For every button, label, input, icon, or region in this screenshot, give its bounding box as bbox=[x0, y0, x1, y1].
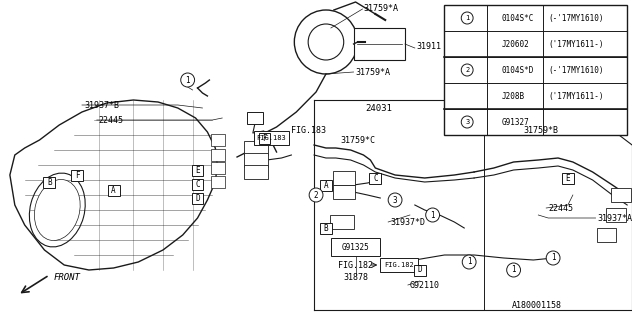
Text: 31937*B: 31937*B bbox=[84, 100, 119, 109]
Text: 31759*A: 31759*A bbox=[364, 4, 399, 12]
Text: G92110: G92110 bbox=[410, 281, 440, 290]
Text: 0104S*C: 0104S*C bbox=[502, 13, 534, 22]
Circle shape bbox=[461, 116, 473, 128]
Text: D: D bbox=[195, 194, 200, 203]
FancyBboxPatch shape bbox=[333, 185, 355, 199]
Text: 22445: 22445 bbox=[99, 116, 124, 124]
Polygon shape bbox=[10, 100, 218, 270]
FancyBboxPatch shape bbox=[331, 238, 380, 256]
Text: D: D bbox=[417, 266, 422, 275]
Text: 31759*B: 31759*B bbox=[524, 125, 559, 134]
Text: A: A bbox=[324, 180, 328, 189]
Circle shape bbox=[294, 10, 358, 74]
Text: FIG.183: FIG.183 bbox=[291, 125, 326, 134]
FancyBboxPatch shape bbox=[330, 215, 353, 229]
Text: C: C bbox=[195, 180, 200, 188]
Text: 1: 1 bbox=[430, 211, 435, 220]
Text: 24031: 24031 bbox=[365, 103, 392, 113]
FancyBboxPatch shape bbox=[211, 176, 225, 188]
FancyBboxPatch shape bbox=[380, 258, 418, 272]
FancyBboxPatch shape bbox=[244, 165, 268, 179]
Text: FIG.182: FIG.182 bbox=[384, 262, 414, 268]
FancyBboxPatch shape bbox=[244, 141, 268, 155]
Text: 31759*C: 31759*C bbox=[340, 135, 376, 145]
Text: 22445: 22445 bbox=[548, 204, 573, 212]
Text: FIG.183: FIG.183 bbox=[257, 135, 287, 141]
FancyBboxPatch shape bbox=[333, 171, 355, 185]
Text: (-'17MY1610): (-'17MY1610) bbox=[548, 66, 604, 75]
Circle shape bbox=[388, 193, 402, 207]
FancyBboxPatch shape bbox=[191, 193, 204, 204]
Text: 1: 1 bbox=[465, 15, 469, 21]
FancyBboxPatch shape bbox=[353, 28, 405, 60]
Text: 31911: 31911 bbox=[417, 42, 442, 51]
Text: 1: 1 bbox=[551, 253, 556, 262]
Text: 1: 1 bbox=[186, 76, 190, 84]
Circle shape bbox=[507, 263, 520, 277]
FancyBboxPatch shape bbox=[611, 188, 631, 202]
Text: G91327: G91327 bbox=[502, 117, 529, 126]
FancyBboxPatch shape bbox=[444, 5, 627, 135]
FancyBboxPatch shape bbox=[44, 177, 55, 188]
Circle shape bbox=[309, 188, 323, 202]
Circle shape bbox=[308, 24, 344, 60]
Circle shape bbox=[462, 255, 476, 269]
FancyBboxPatch shape bbox=[259, 132, 270, 143]
FancyBboxPatch shape bbox=[247, 112, 263, 124]
FancyBboxPatch shape bbox=[320, 222, 332, 234]
Text: 3: 3 bbox=[465, 119, 469, 125]
FancyBboxPatch shape bbox=[320, 180, 332, 190]
Text: B: B bbox=[324, 223, 328, 233]
Circle shape bbox=[426, 208, 440, 222]
Text: G91325: G91325 bbox=[342, 243, 369, 252]
FancyBboxPatch shape bbox=[108, 185, 120, 196]
Text: 31937*A: 31937*A bbox=[598, 213, 632, 222]
Text: (-'17MY1610): (-'17MY1610) bbox=[548, 13, 604, 22]
FancyBboxPatch shape bbox=[211, 149, 225, 161]
Text: A180001158: A180001158 bbox=[511, 301, 562, 310]
Text: 1: 1 bbox=[467, 258, 472, 267]
Text: 2: 2 bbox=[314, 190, 318, 199]
Text: ('17MY1611-): ('17MY1611-) bbox=[548, 92, 604, 100]
FancyBboxPatch shape bbox=[607, 208, 626, 222]
FancyBboxPatch shape bbox=[211, 134, 225, 146]
Circle shape bbox=[180, 73, 195, 87]
Text: FRONT: FRONT bbox=[53, 274, 80, 283]
Text: C: C bbox=[373, 173, 378, 182]
Circle shape bbox=[546, 251, 560, 265]
FancyBboxPatch shape bbox=[244, 153, 268, 167]
Text: A: A bbox=[111, 186, 116, 195]
Ellipse shape bbox=[29, 173, 85, 247]
Text: 2: 2 bbox=[465, 67, 469, 73]
Text: F: F bbox=[75, 171, 79, 180]
Text: F: F bbox=[262, 133, 267, 142]
Text: FIG.182: FIG.182 bbox=[339, 260, 373, 269]
Text: J208B: J208B bbox=[502, 92, 525, 100]
Text: ('17MY1611-): ('17MY1611-) bbox=[548, 39, 604, 49]
Text: B: B bbox=[47, 178, 52, 187]
FancyBboxPatch shape bbox=[369, 172, 381, 183]
FancyBboxPatch shape bbox=[211, 162, 225, 174]
Text: E: E bbox=[566, 173, 570, 182]
Ellipse shape bbox=[35, 180, 80, 241]
FancyBboxPatch shape bbox=[596, 228, 616, 242]
Text: 1: 1 bbox=[511, 266, 516, 275]
Circle shape bbox=[461, 12, 473, 24]
FancyBboxPatch shape bbox=[254, 131, 289, 145]
FancyBboxPatch shape bbox=[191, 179, 204, 189]
FancyBboxPatch shape bbox=[191, 164, 204, 175]
Text: 3: 3 bbox=[393, 196, 397, 204]
Text: 31878: 31878 bbox=[344, 274, 369, 283]
Text: E: E bbox=[195, 165, 200, 174]
FancyBboxPatch shape bbox=[562, 172, 574, 183]
Text: 31759*A: 31759*A bbox=[356, 68, 390, 76]
Circle shape bbox=[461, 64, 473, 76]
Text: 0104S*D: 0104S*D bbox=[502, 66, 534, 75]
Text: 31937*D: 31937*D bbox=[390, 218, 425, 227]
FancyBboxPatch shape bbox=[71, 170, 83, 180]
Text: J20602: J20602 bbox=[502, 39, 529, 49]
FancyBboxPatch shape bbox=[414, 265, 426, 276]
